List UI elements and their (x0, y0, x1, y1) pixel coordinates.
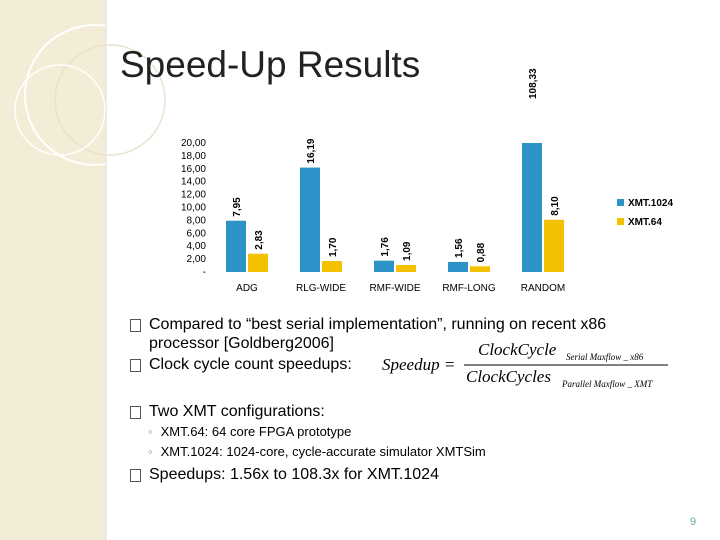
y-tick-label: 4,00 (187, 241, 207, 252)
bullet-box (130, 406, 141, 419)
x-tick-label: RANDOM (521, 283, 565, 294)
y-tick-label: - (203, 267, 206, 278)
bullet-text: Two XMT configurations: (149, 403, 325, 420)
plot (226, 143, 564, 272)
legend-label: XMT.64 (628, 217, 662, 228)
y-tick-label: 16,00 (181, 164, 206, 175)
value-label: 1,09 (402, 241, 413, 261)
y-tick-label: 20,00 (181, 138, 206, 149)
legend-label: XMT.1024 (628, 198, 673, 209)
bullet: Two XMT configurations: (130, 402, 670, 421)
legend-swatch (617, 199, 624, 206)
formula-numerator: ClockCycle (478, 340, 557, 359)
bar (544, 219, 564, 272)
sub-bullet: ◦ XMT.1024: 1024-core, cycle-accurate sim… (148, 444, 486, 459)
y-tick-label: 2,00 (187, 254, 207, 265)
side-strip (0, 0, 106, 540)
value-label: 108,33 (528, 68, 539, 99)
bar (322, 261, 342, 272)
bar (374, 260, 394, 272)
y-tick-label: 18,00 (181, 151, 206, 162)
bar (300, 167, 320, 272)
y-tick-label: 8,00 (187, 215, 207, 226)
value-label: 2,83 (254, 230, 265, 250)
slide-title: Speed-Up Results (120, 44, 421, 85)
bullet-box (130, 359, 141, 372)
bar (226, 220, 246, 272)
value-label: 8,10 (550, 196, 561, 216)
value-label: 7,95 (232, 197, 243, 217)
x-tick-label: RMF-LONG (442, 283, 496, 294)
formula-denominator: ClockCycles (466, 367, 551, 386)
bullet-box (130, 469, 141, 482)
bullet: Clock cycle count speedups: (130, 355, 670, 374)
sub-bullet: ◦ XMT.64: 64 core FPGA prototype (148, 424, 352, 439)
sub-bullet-text: XMT.64: 64 core FPGA prototype (160, 424, 352, 439)
x-tick-label: ADG (236, 283, 258, 294)
formula-lhs: Speedup = (382, 355, 455, 374)
bar (396, 264, 416, 272)
y-tick-label: 6,00 (187, 228, 207, 239)
y-tick-label: 12,00 (181, 190, 206, 201)
formula-denominator-sub: Parallel Maxflow _ XMT (561, 379, 653, 389)
sub-bullet-text: XMT.1024: 1024-core, cycle-accurate simu… (160, 444, 486, 459)
bar (522, 143, 542, 272)
value-label: 0,88 (476, 242, 487, 262)
bullet-box (130, 319, 141, 332)
bullet-text: Clock cycle count speedups: (149, 356, 352, 373)
bullet-text: Speedups: 1.56x to 108.3x for XMT.1024 (149, 466, 439, 483)
y-tick-label: 14,00 (181, 177, 206, 188)
x-tick-label: RLG-WIDE (296, 283, 346, 294)
bar (448, 261, 468, 272)
value-label: 1,76 (380, 237, 391, 257)
page-number: 9 (690, 516, 697, 528)
value-label: 1,56 (454, 238, 465, 258)
legend-swatch (617, 218, 624, 225)
deco-circle (14, 64, 106, 156)
x-tick-label: RMF-WIDE (369, 283, 420, 294)
bar (248, 253, 268, 272)
bar (470, 266, 490, 272)
value-label: 16,19 (306, 138, 317, 163)
value-label: 1,70 (328, 237, 339, 257)
bullet-text: Compared to “best serial implementation”… (149, 316, 607, 352)
deco-circle (54, 44, 166, 156)
y-tick-label: 10,00 (181, 203, 206, 214)
formula-numerator-sub: Serial Maxflow _ x86 (566, 352, 644, 362)
bullet: Compared to “best serial implementation”… (130, 315, 670, 353)
bullet: Speedups: 1.56x to 108.3x for XMT.1024 (130, 465, 670, 484)
